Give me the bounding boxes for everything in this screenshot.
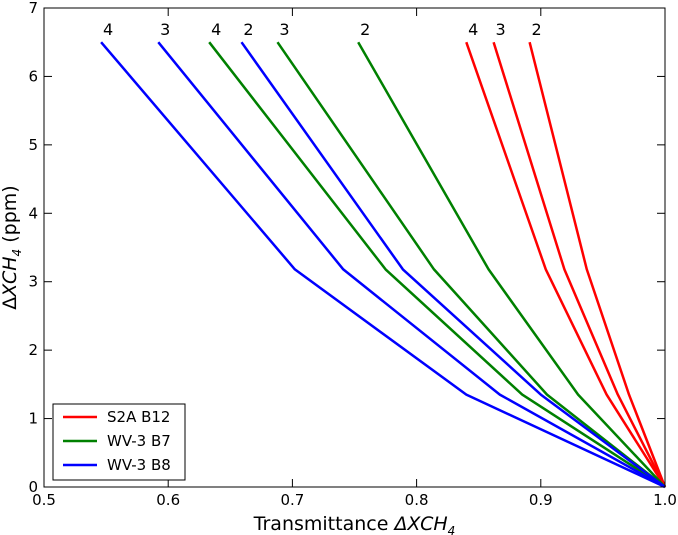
y-tick-label: 3 bbox=[28, 273, 38, 291]
x-tick-label: 0.7 bbox=[280, 491, 304, 509]
y-tick-label: 2 bbox=[28, 341, 38, 359]
curve-label-5: 4 bbox=[211, 20, 221, 39]
curve-label-7: 3 bbox=[160, 20, 170, 39]
legend-entries: S2A B12 WV-3 B7 WV-3 B8 bbox=[63, 408, 171, 474]
curve-label-4: 3 bbox=[279, 20, 289, 39]
y-tick-label: 7 bbox=[28, 0, 38, 17]
curve-4 bbox=[276, 41, 666, 488]
y-tick-label: 0 bbox=[28, 478, 38, 496]
y-tick-label: 5 bbox=[28, 136, 38, 154]
x-tick-label: 0.8 bbox=[405, 491, 429, 509]
legend: S2A B12 WV-3 B7 WV-3 B8 bbox=[52, 403, 186, 481]
x-axis-label: Transmittance ΔXCH4 bbox=[253, 513, 456, 535]
y-tick-label: 1 bbox=[28, 410, 38, 428]
curve-7 bbox=[157, 41, 666, 489]
y-tick-label: 4 bbox=[28, 204, 38, 222]
curve-label-6: 2 bbox=[243, 20, 253, 39]
legend-label: S2A B12 bbox=[107, 408, 170, 426]
curve-label-1: 3 bbox=[496, 20, 506, 39]
legend-label: WV-3 B7 bbox=[107, 432, 171, 450]
curve-label-3: 2 bbox=[360, 20, 370, 39]
curve-8 bbox=[100, 41, 666, 489]
curve-label-2: 4 bbox=[468, 20, 478, 39]
curve-2 bbox=[465, 41, 667, 488]
x-tick-label: 1.0 bbox=[653, 491, 677, 509]
curves-layer bbox=[100, 41, 667, 489]
legend-label: WV-3 B8 bbox=[107, 456, 171, 474]
curve-6 bbox=[240, 41, 666, 489]
x-tick-label: 0.6 bbox=[156, 491, 180, 509]
curve-label-0: 2 bbox=[532, 20, 542, 39]
y-axis-label: ΔXCH4 (ppm) bbox=[0, 185, 24, 309]
plot-frame bbox=[43, 7, 666, 488]
curve-0 bbox=[528, 41, 667, 488]
curve-label-8: 4 bbox=[103, 20, 113, 39]
curve-5 bbox=[208, 41, 666, 489]
y-tick-label: 6 bbox=[28, 67, 38, 85]
x-tick-label: 0.5 bbox=[32, 491, 56, 509]
curve-3 bbox=[357, 41, 666, 488]
x-tick-label: 0.9 bbox=[529, 491, 553, 509]
curve-1 bbox=[492, 41, 667, 488]
